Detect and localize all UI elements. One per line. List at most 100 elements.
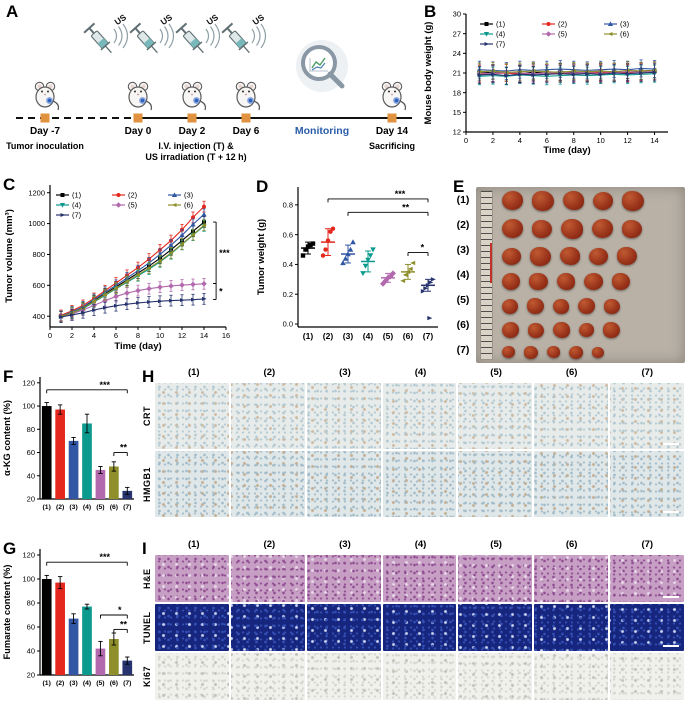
histology-tile (230, 653, 305, 700)
svg-text:60: 60 (27, 623, 35, 632)
us-wave-icon (260, 23, 267, 49)
svg-text:(3): (3) (69, 680, 77, 687)
svg-text:0: 0 (464, 136, 468, 145)
svg-text:10: 10 (156, 331, 164, 340)
svg-text:(1): (1) (303, 331, 314, 341)
svg-text:Tumor weight (g): Tumor weight (g) (256, 219, 267, 295)
tumor-specimen (528, 322, 544, 338)
histology-row: CRT (140, 383, 685, 449)
svg-text:20: 20 (27, 671, 35, 680)
svg-text:1000: 1000 (28, 219, 45, 228)
group-column-label: (4) (414, 539, 427, 550)
tumor-specimen (553, 298, 569, 314)
histology-tile (534, 451, 609, 517)
tumor-specimen (604, 298, 620, 314)
tumor-specimen (578, 298, 595, 315)
tumor-specimen (592, 346, 604, 358)
histology-tile (458, 653, 533, 700)
panel-letter-d: D (256, 177, 269, 196)
svg-text:27: 27 (453, 29, 461, 38)
svg-text:Day -7: Day -7 (30, 126, 60, 137)
svg-text:(1): (1) (72, 191, 82, 200)
svg-text:2: 2 (491, 136, 495, 145)
svg-text:(5): (5) (558, 30, 568, 39)
svg-text:(3): (3) (184, 191, 194, 200)
panel-a-schematic: Day -7 Day 0 Day 2 Day 6 Day 14 Monitoring Tum… (0, 0, 420, 173)
svg-text:Mouse body weight (g): Mouse body weight (g) (423, 22, 434, 125)
svg-text:6: 6 (545, 136, 549, 145)
svg-text:US: US (113, 12, 129, 27)
svg-text:14: 14 (650, 136, 658, 145)
svg-text:Time (day): Time (day) (114, 341, 161, 352)
histology-tile (534, 555, 609, 602)
histology-tile (534, 604, 609, 651)
svg-text:(1): (1) (43, 680, 51, 687)
tumor-specimen (502, 273, 520, 291)
svg-text:(4): (4) (83, 680, 91, 687)
us-wave-icon (118, 26, 123, 46)
svg-text:(7): (7) (123, 680, 131, 687)
svg-text:US: US (159, 12, 175, 27)
svg-text:(6): (6) (110, 504, 118, 511)
panel-letter-f: F (3, 367, 14, 386)
tumor-specimen (502, 219, 523, 239)
svg-text:(7): (7) (72, 211, 82, 220)
panel-i-histology-staining: (1) (2) (3) (4) (5) (6) (7) H&E TUNEL Ki67 (140, 537, 685, 709)
group-column-label: (6) (565, 539, 578, 550)
tumor-specimen (530, 246, 551, 266)
svg-text:**: ** (120, 443, 128, 453)
group-column-label: (2) (263, 539, 276, 550)
svg-text:8: 8 (572, 136, 576, 145)
tumor-specimen (502, 247, 521, 265)
group-column-label: (7) (641, 367, 654, 378)
tumor-row (476, 273, 685, 291)
mouse-icon (127, 81, 153, 111)
histology-tile (610, 555, 685, 602)
panel-letter-h: H (142, 367, 155, 386)
histology-tile (458, 604, 533, 651)
tumor-row (476, 298, 685, 315)
excised-tumors-photo (476, 187, 685, 363)
svg-text:600: 600 (32, 281, 45, 290)
svg-text:US: US (205, 12, 221, 27)
histology-tile (382, 604, 457, 651)
svg-text:0: 0 (48, 331, 52, 340)
svg-text:0.8: 0.8 (283, 200, 293, 209)
histology-tile (534, 653, 609, 700)
svg-text:40: 40 (27, 471, 35, 480)
stain-row-label: Ki67 (142, 666, 152, 688)
tumor-specimen (584, 273, 603, 291)
histology-tile (155, 383, 229, 449)
svg-text:18: 18 (453, 88, 461, 97)
mouse-icon (381, 81, 407, 111)
tumor-row-label: (7) (456, 344, 470, 357)
histology-tile (458, 451, 533, 517)
svg-text:***: *** (395, 189, 406, 199)
tumor-row-label: (6) (456, 319, 470, 332)
panel-letter-i: I (142, 539, 147, 558)
svg-text:Tumor inoculation: Tumor inoculation (6, 141, 84, 151)
stain-row-label: HMGB1 (142, 466, 152, 502)
svg-text:12: 12 (453, 128, 461, 137)
histology-tile (230, 604, 305, 651)
svg-text:0.4: 0.4 (283, 260, 293, 269)
panel-d-tumor-weight: 0.0 0.2 0.4 0.6 0.8 (1) (2) (3) (4) (5) (6) (7) *** *… (252, 173, 450, 365)
tumor-specimen (502, 191, 523, 211)
tumor-specimen (524, 345, 538, 359)
svg-text:120: 120 (22, 378, 35, 387)
svg-text:Time (day): Time (day) (543, 145, 590, 156)
svg-text:24: 24 (453, 49, 461, 58)
histology-grid: (1) (2) (3) (4) (5) (6) (7) H&E TUNEL Ki67 (140, 539, 685, 700)
svg-text:15: 15 (453, 108, 461, 117)
tumor-row-label: (4) (456, 268, 470, 281)
svg-text:Day 6: Day 6 (233, 126, 260, 137)
svg-text:30: 30 (453, 10, 461, 19)
histology-tile (382, 653, 457, 700)
tumor-specimen (579, 323, 594, 338)
svg-text:US: US (251, 12, 267, 27)
svg-text:***: *** (99, 552, 110, 562)
us-wave-icon (214, 23, 221, 49)
mouse-icon (34, 81, 60, 111)
